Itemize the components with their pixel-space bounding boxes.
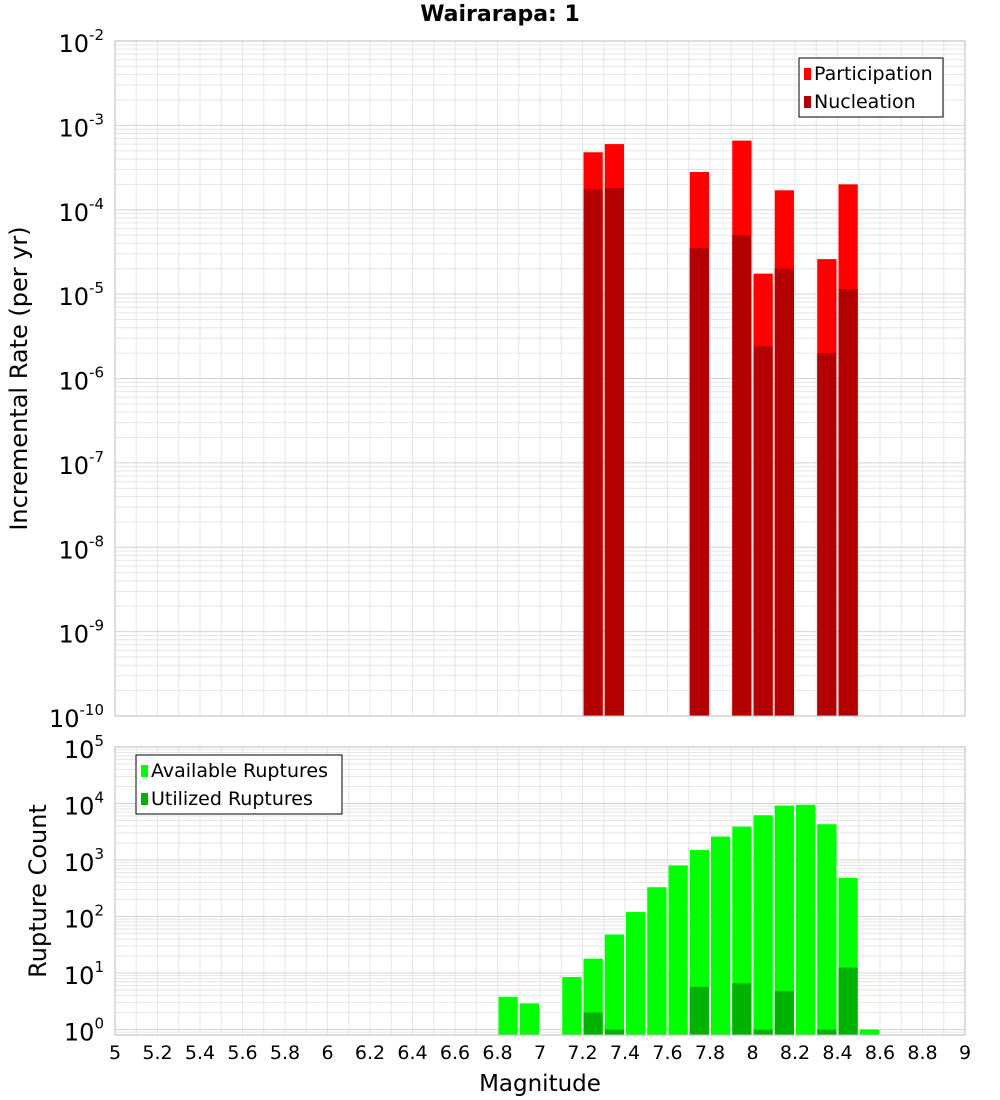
x-tick-label: 7: [534, 1042, 546, 1064]
count-bar-available: [604, 934, 624, 1035]
x-tick-label: 6.2: [355, 1042, 385, 1064]
count-bar-available: [668, 865, 688, 1035]
count-legend-label: Available Ruptures: [151, 760, 328, 782]
rate-y-tick-label: 10-4: [58, 195, 104, 227]
rate-legend-label: Participation: [814, 63, 933, 85]
count-y-tick-label: 105: [64, 732, 104, 764]
x-tick-label: 5.4: [185, 1042, 215, 1064]
rate-bar-nucleation: [583, 189, 603, 717]
rate-bar-nucleation: [732, 235, 752, 716]
count-y-tick-label: 100: [64, 1015, 104, 1047]
count-bar-utilized: [689, 986, 709, 1035]
count-legend-swatch: [141, 793, 148, 805]
chart-title: Wairarapa: 1: [420, 2, 580, 27]
count-y-tick-label: 102: [64, 902, 104, 934]
x-tick-label: 8.8: [907, 1042, 937, 1064]
rate-y-tick-label: 10-9: [58, 617, 104, 649]
rate-bar-nucleation: [817, 353, 837, 716]
x-tick-label: 6.8: [482, 1042, 512, 1064]
count-plot-frame: [114, 746, 966, 1036]
rate-y-tick-label: 10-2: [58, 26, 104, 58]
rate-bar-nucleation: [838, 289, 858, 716]
count-y-tick-label: 101: [64, 958, 104, 990]
x-tick-label: 6.6: [440, 1042, 470, 1064]
count-bar-utilized: [732, 983, 752, 1035]
count-bar-utilized: [604, 1029, 624, 1035]
count-bar-utilized: [774, 991, 794, 1035]
count-bar-available: [626, 912, 646, 1035]
rate-y-tick-label: 10-6: [58, 364, 104, 396]
rate-y-tick-label: 10-10: [49, 701, 104, 733]
x-tick-label: 5.8: [270, 1042, 300, 1064]
x-tick-label: 8.2: [780, 1042, 810, 1064]
rate-bar-nucleation: [753, 346, 773, 716]
x-tick-label: 8.4: [822, 1042, 852, 1064]
count-y-axis-label: Rupture Count: [24, 804, 52, 978]
rate-bar-nucleation: [689, 248, 709, 717]
x-tick-label: 5.6: [227, 1042, 257, 1064]
rate-legend-swatch: [804, 96, 811, 108]
rate-bar-nucleation: [604, 188, 624, 717]
count-bar-available: [732, 826, 752, 1035]
count-bar-utilized: [753, 1029, 773, 1035]
count-bar-available: [753, 815, 773, 1035]
x-tick-label: 8: [746, 1042, 758, 1064]
x-tick-label: 9: [959, 1042, 971, 1064]
x-tick-label: 7.6: [652, 1042, 682, 1064]
rate-y-tick-label: 10-7: [58, 448, 104, 480]
x-tick-label: 5.2: [142, 1042, 172, 1064]
count-bar-available: [817, 824, 837, 1035]
x-tick-label: 7.2: [567, 1042, 597, 1064]
count-legend-label: Utilized Ruptures: [151, 788, 313, 810]
x-tick-label: 6.4: [397, 1042, 427, 1064]
count-bar-available: [859, 1029, 879, 1035]
count-y-tick-label: 103: [64, 845, 104, 877]
count-legend-swatch: [141, 765, 148, 777]
count-bar-available: [519, 1003, 539, 1035]
count-bar-available: [774, 805, 794, 1035]
count-bar-available: [647, 887, 667, 1035]
rate-legend-swatch: [804, 68, 811, 80]
count-legend-box: [135, 754, 343, 815]
x-tick-label: 7.4: [610, 1042, 640, 1064]
count-y-tick-label: 104: [64, 789, 104, 821]
rate-legend-box: [798, 57, 944, 118]
rate-y-tick-label: 10-3: [58, 110, 104, 142]
count-bar-available: [796, 804, 816, 1035]
x-tick-label: 6: [321, 1042, 333, 1064]
count-bar-utilized: [838, 967, 858, 1035]
rate-bar-nucleation: [774, 268, 794, 716]
count-bar-utilized: [583, 1012, 603, 1035]
x-axis-label: Magnitude: [479, 1071, 601, 1097]
count-bar-available: [711, 836, 731, 1035]
rate-legend-label: Nucleation: [814, 91, 916, 113]
x-tick-label: 8.6: [865, 1042, 895, 1064]
rate-y-axis-label: Incremental Rate (per yr): [5, 226, 33, 530]
x-tick-label: 7.8: [695, 1042, 725, 1064]
count-bar-available: [562, 977, 582, 1035]
rate-y-tick-label: 10-8: [58, 532, 104, 564]
count-bar-available: [498, 996, 518, 1035]
rate-plot-frame: [114, 40, 966, 717]
count-bar-utilized: [817, 1029, 837, 1035]
rate-y-tick-label: 10-5: [58, 279, 104, 311]
x-tick-label: 5: [109, 1042, 121, 1064]
